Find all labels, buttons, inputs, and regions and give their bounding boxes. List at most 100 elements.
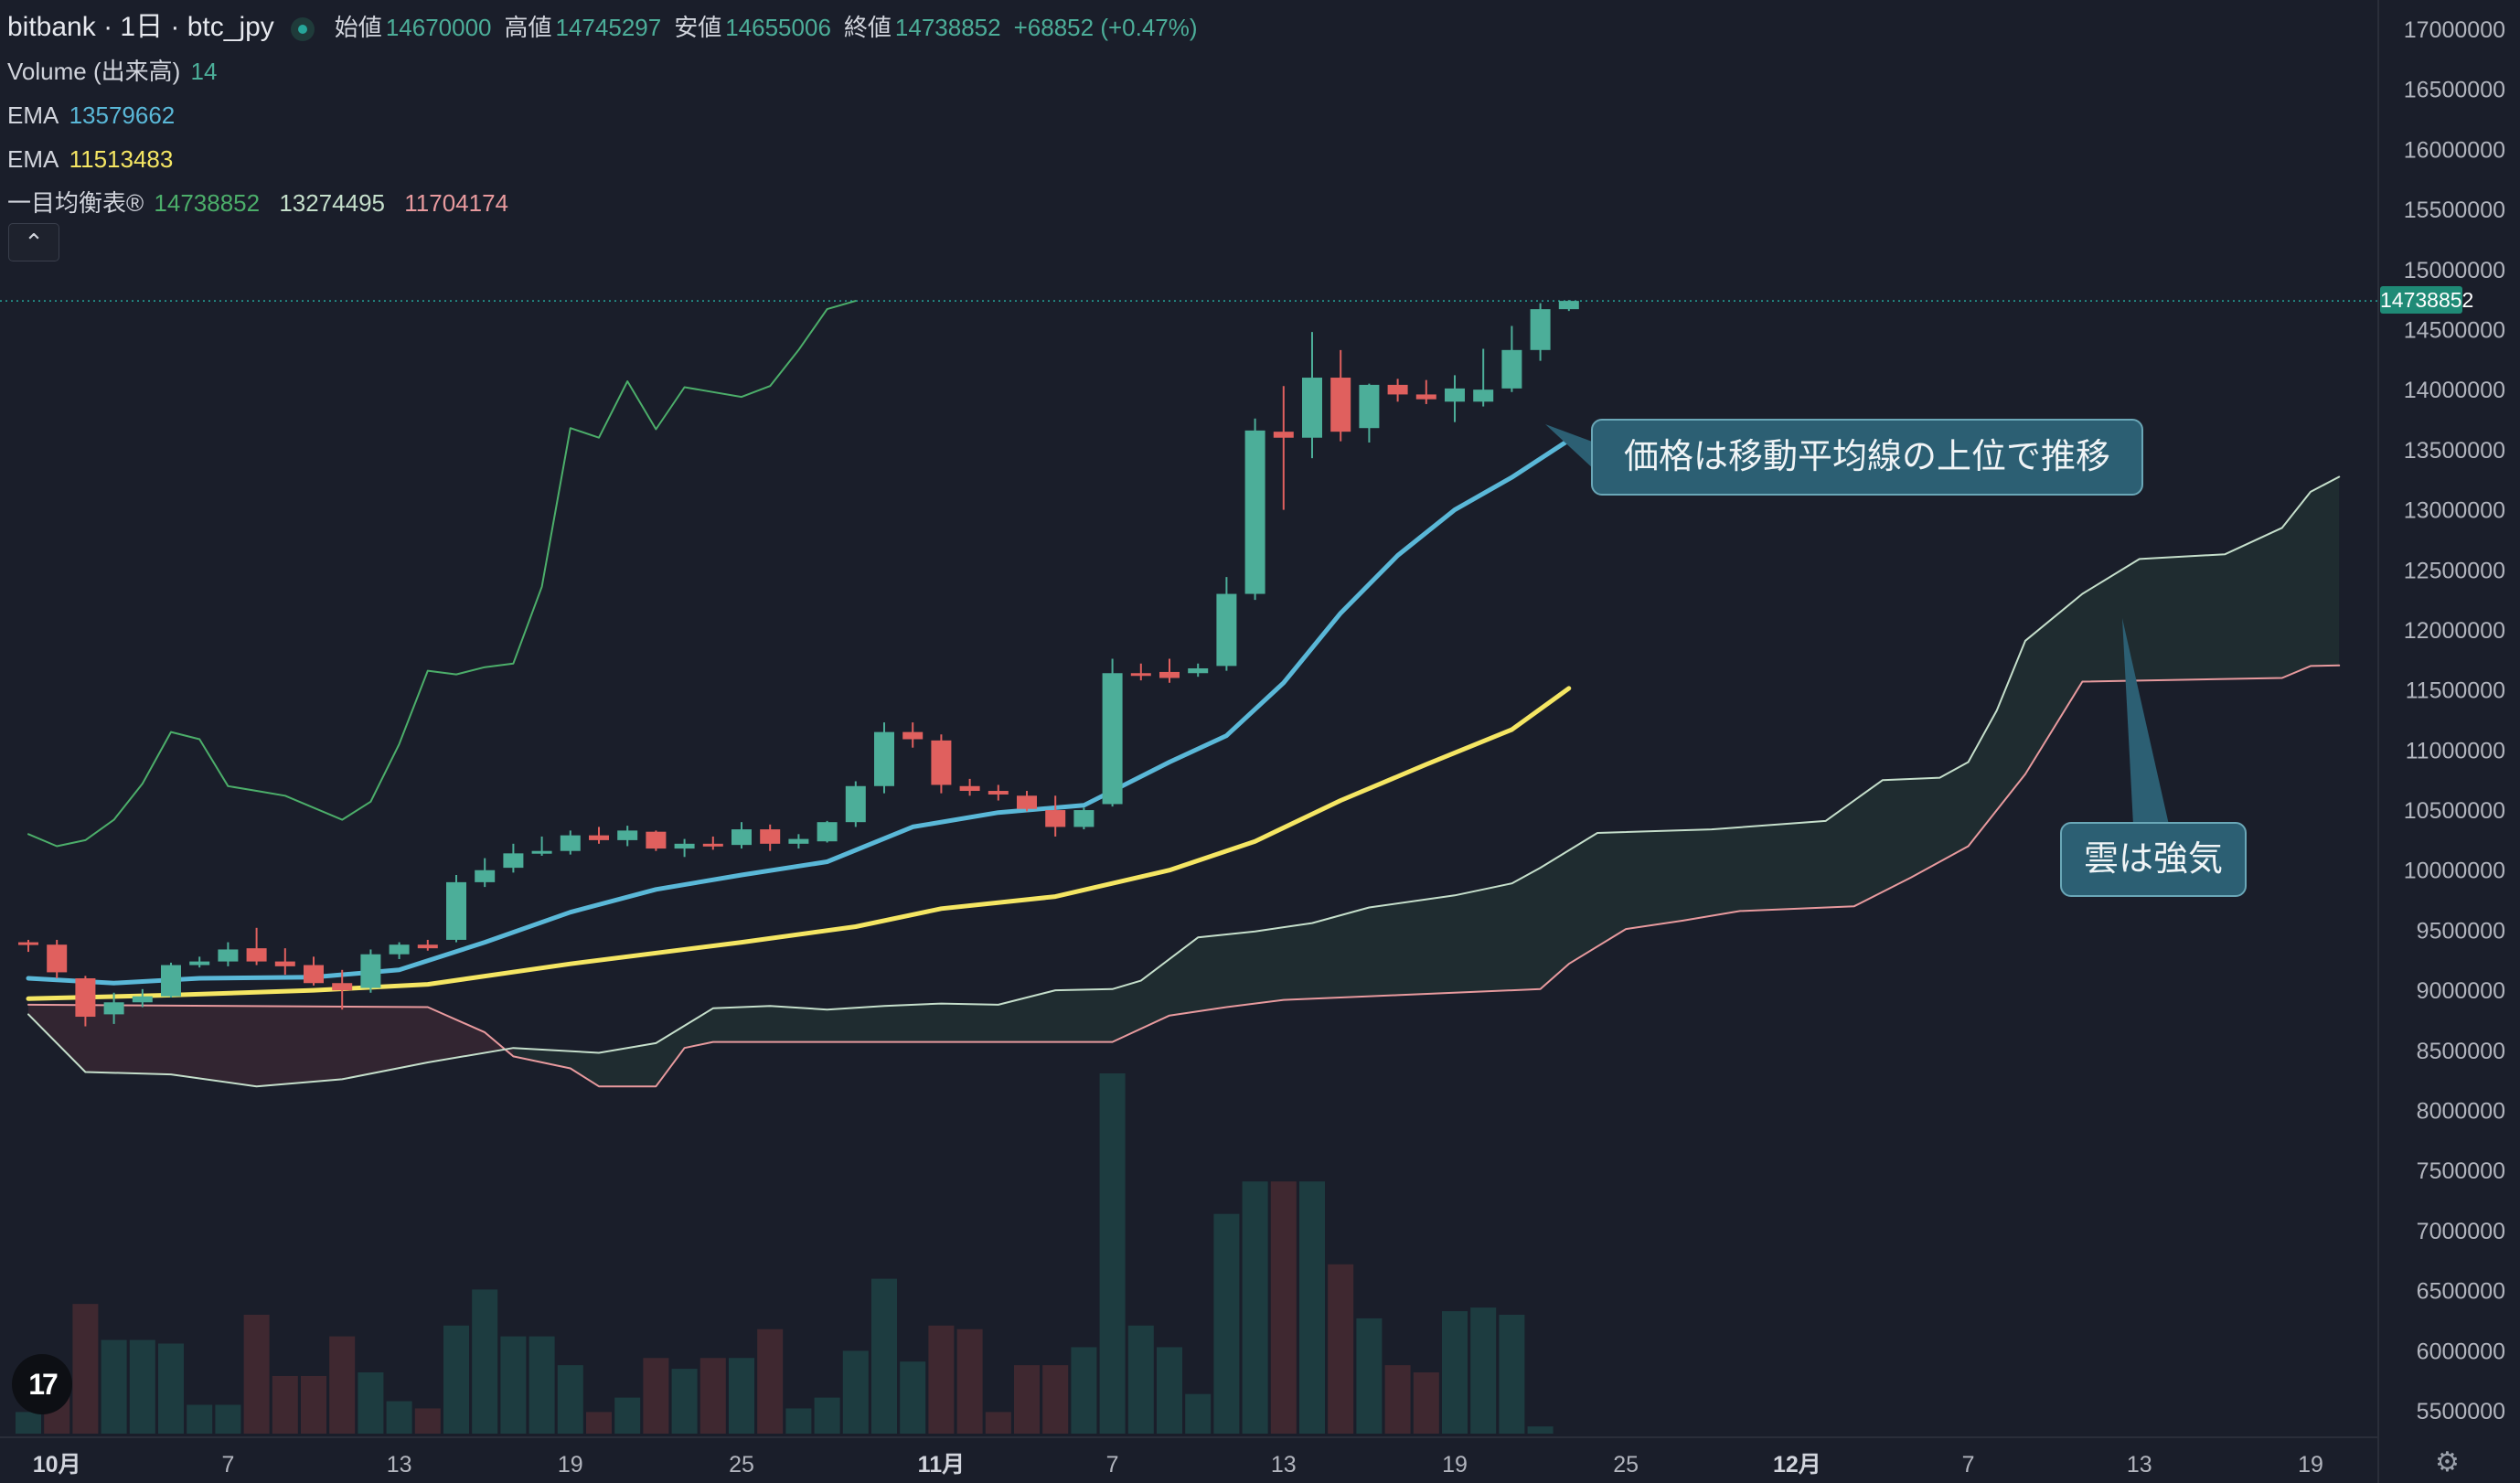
candle-body [389,944,410,955]
callout-price-above-ma[interactable]: 価格は移動平均線の上位で推移 [1591,419,2143,496]
tradingview-logo-icon[interactable]: 17 [12,1354,72,1414]
x-tick-label: 12月 [1773,1452,1821,1478]
candle-body [503,853,524,869]
volume-bar [386,1401,412,1434]
settings-icon[interactable]: ⚙ [2435,1447,2460,1478]
y-tick-label: 15500000 [2404,197,2505,223]
x-tick-label: 13 [1271,1452,1297,1478]
volume-bar [158,1343,184,1434]
volume-bar [699,1358,726,1434]
candle-body [1073,810,1094,827]
symbol-title[interactable]: bitbank · 1日 · btc_jpy [7,12,274,42]
candle-body [75,977,96,1018]
x-tick-label: 13 [387,1452,412,1478]
ema-fast-label: EMA [7,101,59,129]
candle-body [874,731,894,786]
candle-body [617,830,638,840]
header-row: bitbank · 1日 · btc_jpy 始値 14670000 高値 147452… [7,5,1211,49]
legend-volume[interactable]: Volume (出来高) 14 [7,49,1211,93]
ichimoku-cloud [28,476,2340,1087]
candle-body [674,843,695,849]
y-tick-label: 7000000 [2417,1219,2505,1244]
volume-bar [129,1339,155,1434]
volume-bar [671,1369,698,1434]
volume-bar [614,1397,641,1434]
y-tick-label: 10500000 [2404,798,2505,824]
ichimoku-value-1: 14738852 [154,189,261,217]
volume-bar [985,1412,1011,1434]
candle-body [1273,432,1294,438]
candle-body [646,831,667,849]
volume-bar [1127,1325,1154,1434]
callout-pointer [1545,424,1595,470]
volume-bar [1470,1307,1497,1434]
candle-body [161,965,181,997]
y-tick-label: 9500000 [2417,918,2505,944]
y-tick-label: 16500000 [2404,78,2505,103]
candle-body [760,829,781,844]
volume-bar [586,1412,612,1434]
y-tick-label: 14000000 [2404,378,2505,403]
y-tick-label: 6500000 [2417,1279,2505,1305]
last-price-tag: 14738852 [2380,286,2474,314]
candlesticks [18,300,1579,1027]
volume-bar [842,1350,869,1434]
ema-slow-value: 11513483 [69,145,174,173]
volume-bar [1356,1318,1383,1434]
y-tick-label: 12500000 [2404,558,2505,583]
y-tick-label: 9000000 [2417,978,2505,1004]
legend-ema-slow[interactable]: EMA 11513483 [7,137,1211,181]
high-value: 14745297 [555,14,662,41]
x-tick-label: 25 [729,1452,754,1478]
volume-bar [1071,1347,1097,1434]
y-tick-label: 16000000 [2404,137,2505,163]
volume-bar [72,1304,99,1434]
ichimoku-value-3: 11704174 [404,189,508,217]
cloud-bullish-area [513,476,2340,1087]
y-tick-label: 14500000 [2404,317,2505,343]
y-tick-label: 12000000 [2404,618,2505,644]
volume-bar [1384,1365,1411,1434]
candle-body [1244,430,1265,594]
y-tick-label: 5500000 [2417,1399,2505,1424]
candle-body [902,731,924,740]
candle-body [304,965,324,984]
y-tick-label: 10000000 [2404,859,2505,884]
candle-body [1017,795,1037,809]
x-tick-label: 19 [2298,1452,2323,1478]
candle-body [47,944,68,973]
volume-bar [1442,1311,1468,1434]
callout-cloud-bullish[interactable]: 雲は強気 [2060,822,2247,897]
open-value: 14670000 [385,14,492,41]
volume-bar [1014,1365,1040,1434]
candle-body [1188,668,1209,674]
ichimoku-value-2: 13274495 [279,189,386,217]
market-status-icon [290,17,315,42]
y-tick-label: 7500000 [2417,1158,2505,1184]
x-tick-label: 25 [1613,1452,1639,1478]
ema-slow-label: EMA [7,145,59,173]
candle-body [1330,378,1351,432]
volume-value: 14 [190,58,218,85]
volume-bar [414,1408,441,1434]
candle-body [274,961,295,966]
legend-ichimoku[interactable]: 一目均衡表® 14738852 13274495 11704174 [7,181,1211,225]
y-tick-label: 8500000 [2417,1039,2505,1064]
candle-body [1415,394,1436,400]
volume-bar [443,1325,469,1434]
volume-bar [1527,1426,1554,1434]
candle-body [1159,671,1180,678]
legend-ema-fast[interactable]: EMA 13579662 [7,93,1211,137]
cloud-bearish-area [28,1004,514,1087]
y-tick-label: 11000000 [2406,738,2505,763]
candle-body [1473,389,1494,402]
volume-bar [1328,1264,1354,1434]
span-b-line [27,664,2341,1088]
x-tick-label: 11月 [918,1452,965,1478]
collapse-legend-button[interactable]: ⌃ [8,223,59,261]
y-tick-label: 13500000 [2404,438,2505,464]
low-label: 安値 [674,14,722,41]
candle-body [189,961,210,966]
